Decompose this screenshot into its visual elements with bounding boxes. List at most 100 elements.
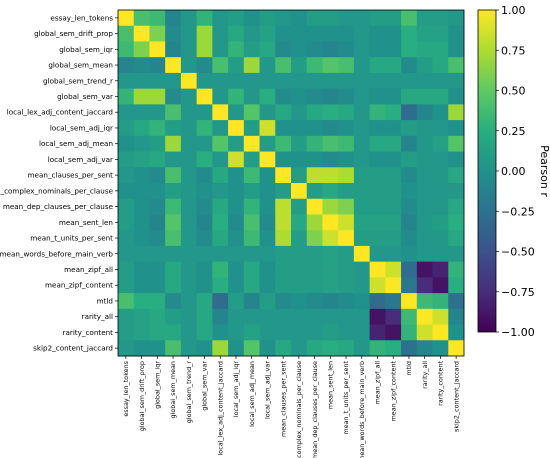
heatmap-cell — [306, 135, 323, 152]
heatmap-cell — [448, 198, 465, 215]
heatmap-cell — [416, 167, 433, 184]
heatmap-cell — [291, 41, 308, 58]
heatmap-cell — [385, 104, 402, 121]
heatmap-cell — [448, 245, 465, 263]
heatmap-cell — [291, 167, 308, 184]
heatmap-cell — [196, 167, 213, 184]
heatmap-cell — [118, 230, 135, 247]
heatmap-cell — [212, 308, 229, 325]
heatmap-cell — [180, 308, 198, 325]
heatmap-cell — [196, 10, 213, 27]
heatmap-cell — [291, 183, 308, 200]
heatmap-cell — [149, 293, 166, 310]
heatmap-cell — [259, 324, 276, 341]
heatmap-cell — [353, 41, 371, 58]
heatmap-cell — [243, 151, 260, 168]
heatmap-cell — [322, 277, 339, 294]
heatmap-cell — [385, 25, 402, 42]
heatmap-cell — [448, 214, 465, 231]
heatmap-cell — [118, 41, 135, 58]
heatmap-cell — [338, 261, 355, 278]
heatmap-cell — [118, 261, 135, 278]
heatmap-cell — [243, 308, 260, 325]
heatmap-cell — [118, 10, 135, 27]
heatmap-cell — [259, 88, 276, 105]
heatmap-cell — [338, 135, 355, 152]
heatmap-cell — [291, 88, 308, 105]
heatmap-cell — [416, 135, 433, 152]
y-axis-tick-labels: essay_len_tokens global_sem_drift_propglo… — [0, 13, 118, 353]
heatmap-cell — [291, 25, 308, 42]
heatmap-cell — [259, 198, 276, 215]
heatmap-cell — [306, 308, 323, 325]
heatmap-cell — [228, 104, 245, 121]
heatmap-cell — [448, 293, 465, 310]
colorbar-tick-label: −0.50 — [501, 246, 535, 259]
heatmap-cell — [369, 230, 386, 247]
heatmap-cell — [196, 230, 213, 247]
heatmap-cell — [196, 277, 213, 294]
heatmap-cell — [149, 277, 166, 294]
heatmap-cell — [165, 261, 182, 278]
x-tick-label: mean_sent_len — [327, 361, 335, 409]
heatmap-cell — [196, 135, 213, 152]
heatmap-cell — [228, 183, 245, 200]
heatmap-cell — [401, 308, 418, 325]
heatmap-cell — [212, 261, 229, 278]
heatmap-cell — [353, 72, 371, 90]
heatmap-cell — [369, 104, 386, 121]
colorbar-tick-label: −0.25 — [501, 205, 535, 218]
heatmap-cell — [401, 340, 418, 357]
colorbar: 1.00 0.75 0.50 0.25 0.00 −0.25 −0.50 −0.75 −1.00… — [477, 4, 550, 339]
heatmap-cell — [212, 340, 229, 357]
y-tick-label: mean_zipf_all — [64, 265, 113, 274]
x-tick-label: rarity_all — [421, 361, 429, 389]
heatmap-cell — [165, 57, 182, 74]
heatmap-cell — [448, 167, 465, 184]
heatmap-cell — [228, 277, 245, 294]
heatmap-cell — [291, 104, 308, 121]
heatmap-cell — [180, 88, 198, 105]
heatmap-cell — [212, 167, 229, 184]
heatmap-cell — [338, 41, 355, 58]
heatmap-cell — [180, 245, 198, 263]
heatmap-cell — [432, 167, 449, 184]
heatmap-cell — [259, 135, 276, 152]
heatmap-cell — [118, 308, 135, 325]
heatmap-cell — [212, 293, 229, 310]
heatmap-cell — [149, 245, 166, 263]
heatmap-cell — [338, 293, 355, 310]
x-tick-label: local_sem_adj_var — [264, 361, 272, 419]
heatmap-cell — [212, 183, 229, 200]
heatmap-cell — [448, 277, 465, 294]
heatmap-cell — [228, 308, 245, 325]
heatmap-cell — [196, 293, 213, 310]
heatmap-cell — [133, 324, 150, 341]
heatmap-cell — [338, 151, 355, 168]
heatmap-cell — [306, 104, 323, 121]
heatmap-cell — [416, 277, 433, 294]
heatmap-cell — [338, 120, 355, 137]
heatmap-cell — [416, 151, 433, 168]
y-tick-label: rarity_all — [82, 312, 113, 321]
heatmap-cell — [338, 340, 355, 357]
heatmap-cell — [353, 57, 371, 74]
heatmap-cell — [416, 120, 433, 137]
x-tick-label: global_sem_var — [201, 361, 209, 411]
heatmap-cell — [180, 72, 198, 90]
heatmap-cell — [180, 261, 198, 278]
heatmap-cell — [196, 340, 213, 357]
heatmap-cells — [118, 10, 465, 357]
heatmap-cell — [243, 214, 260, 231]
heatmap-cell — [338, 57, 355, 74]
heatmap-cell — [306, 245, 323, 263]
heatmap-cell — [133, 261, 150, 278]
heatmap-cell — [291, 135, 308, 152]
heatmap-cell — [243, 10, 260, 27]
heatmap-cell — [133, 41, 150, 58]
heatmap-cell — [432, 135, 449, 152]
heatmap-cell — [369, 198, 386, 215]
heatmap-cell — [118, 214, 135, 231]
heatmap-cell — [432, 293, 449, 310]
heatmap-cell — [432, 340, 449, 357]
